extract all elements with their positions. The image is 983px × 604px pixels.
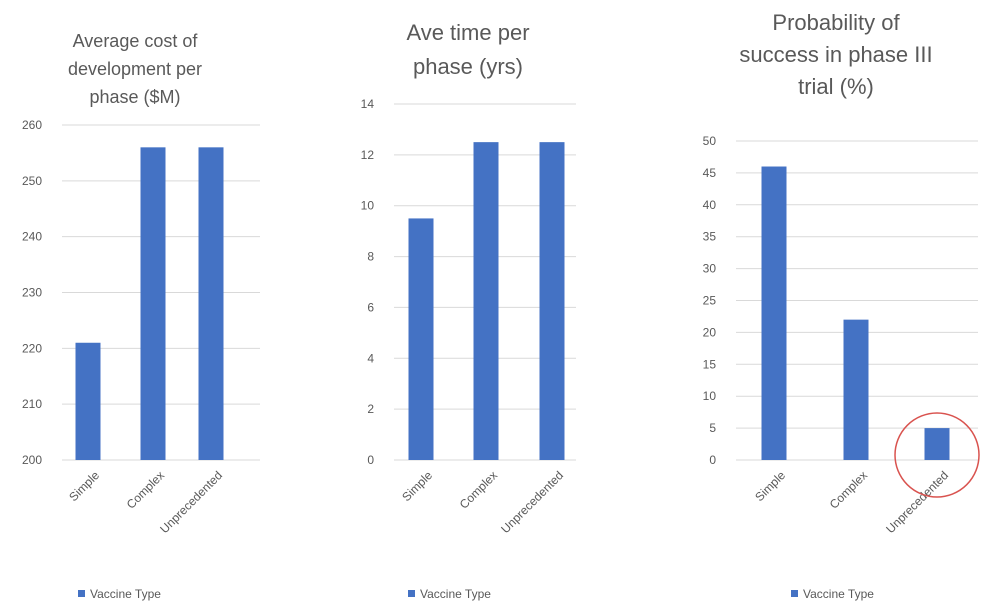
chart-0-ytick-label: 220: [22, 341, 42, 355]
chart-2-bar-complex: [843, 319, 869, 460]
chart-1-ytick-label: 2: [367, 402, 374, 416]
chart-2-ytick-label: 5: [709, 421, 716, 435]
chart-2-legend-label: Vaccine Type: [803, 587, 874, 601]
chart-0-legend-label: Vaccine Type: [90, 587, 161, 601]
chart-2-title-line: trial (%): [798, 74, 874, 99]
chart-2-ytick-label: 35: [703, 230, 717, 244]
chart-2-ytick-label: 15: [703, 357, 717, 371]
chart-1-bar-complex: [473, 142, 499, 460]
chart-0-title-line: phase ($M): [89, 87, 180, 107]
chart-2-ytick-label: 25: [703, 294, 717, 308]
chart-1-title-line: phase (yrs): [413, 54, 523, 79]
chart-1-ytick-label: 8: [367, 250, 374, 264]
chart-0-bar-complex: [140, 147, 166, 461]
chart-0-bar-simple: [75, 342, 101, 460]
chart-2-ytick-label: 10: [703, 389, 717, 403]
chart-0-category-label: Simple: [66, 468, 102, 504]
chart-0-title-line: Average cost of: [73, 31, 199, 51]
chart-2-ytick-label: 50: [703, 134, 717, 148]
chart-1-category-label: Complex: [457, 468, 500, 511]
chart-0-ytick-label: 230: [22, 286, 42, 300]
chart-0-ytick-label: 200: [22, 453, 42, 467]
chart-0-ytick-label: 240: [22, 230, 42, 244]
chart-1-ytick-label: 6: [367, 300, 374, 314]
chart-1-ytick-label: 10: [361, 199, 375, 213]
chart-1-legend-label: Vaccine Type: [420, 587, 491, 601]
chart-2-category-label: Simple: [752, 468, 788, 504]
chart-2-legend-swatch: [791, 590, 798, 597]
chart-1-category-label: Simple: [399, 468, 435, 504]
chart-2-bar-simple: [761, 166, 787, 460]
chart-0-ytick-label: 210: [22, 397, 42, 411]
chart-0-category-label: Unprecedented: [157, 468, 225, 536]
chart-1-title-line: Ave time per: [406, 20, 529, 45]
chart-1-ytick-label: 4: [367, 351, 374, 365]
chart-0-category-label: Complex: [124, 468, 167, 511]
chart-1-legend-swatch: [408, 590, 415, 597]
chart-2-ytick-label: 0: [709, 453, 716, 467]
chart-1-ytick-label: 12: [361, 148, 375, 162]
chart-2-ytick-label: 30: [703, 262, 717, 276]
chart-1-ytick-label: 14: [361, 97, 375, 111]
chart-2-ytick-label: 45: [703, 166, 717, 180]
chart-1-bar-simple: [408, 218, 434, 460]
chart-0-title-line: development per: [68, 59, 202, 79]
chart-1-category-label: Unprecedented: [498, 468, 566, 536]
chart-2-category-label: Complex: [827, 468, 870, 511]
chart-2-title-line: success in phase III: [739, 42, 932, 67]
chart-0-ytick-label: 260: [22, 118, 42, 132]
chart-2-highlight-circle: [894, 412, 980, 498]
chart-0-ytick-label: 250: [22, 174, 42, 188]
chart-2-category-label: Unprecedented: [883, 468, 951, 536]
chart-2-title-line: Probability of: [772, 10, 900, 35]
chart-2-ytick-label: 20: [703, 325, 717, 339]
chart-2-ytick-label: 40: [703, 198, 717, 212]
chart-0-bar-unprecedented: [198, 147, 224, 461]
chart-2-bar-unprecedented: [924, 428, 950, 460]
chart-0-legend-swatch: [78, 590, 85, 597]
chart-1-ytick-label: 0: [367, 453, 374, 467]
chart-1-bar-unprecedented: [539, 142, 565, 460]
